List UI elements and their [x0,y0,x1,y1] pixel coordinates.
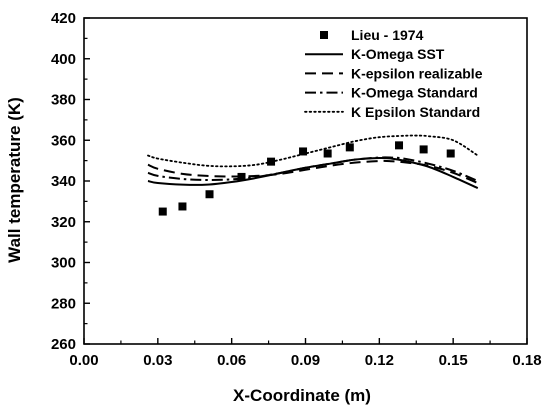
data-point-lieu-1974 [323,149,332,158]
legend-label-k-epsilon-standard: K Epsilon Standard [351,104,480,120]
legend-swatch-lieu-1974 [320,31,328,39]
plot-series-layer [147,134,479,216]
x-tick-label: 0.12 [365,352,394,369]
y-tick-label: 380 [51,92,76,109]
series-line-k-epsilon-standard [147,134,479,168]
series-line-k-omega-sst [147,156,479,190]
legend-label-k-epsilon-realizable: K-epsilon realizable [351,65,483,81]
x-tick-label: 0.00 [69,352,98,369]
data-point-lieu-1974 [178,202,187,211]
axes-layer: 0.00 0.03 0.06 0.09 0.12 0.15 0.18 260 280 300 320… [51,10,542,369]
data-point-lieu-1974 [205,190,214,199]
y-tick-label: 420 [51,10,76,27]
legend: Lieu - 1974 K-Omega SST K-epsilon realizab… [304,27,483,120]
x-tick-label: 0.03 [143,352,172,369]
x-tick-label: 0.15 [439,352,468,369]
legend-label-k-omega-sst: K-Omega SST [351,46,445,62]
series-line-k-epsilon-realizable [147,159,479,184]
x-tick-label: 0.09 [291,352,320,369]
legend-label-lieu-1974: Lieu - 1974 [351,27,424,43]
y-tick-label: 280 [51,295,76,312]
x-tick-label: 0.06 [217,352,246,369]
y-axis-title: Wall temperature (K) [5,97,24,263]
data-point-lieu-1974 [299,147,308,156]
data-point-lieu-1974 [419,145,428,154]
x-axis-title: X-Coordinate (m) [233,386,371,405]
y-tick-label: 260 [51,336,76,353]
x-tick-label: 0.18 [512,352,541,369]
y-tick-label: 400 [51,51,76,68]
y-tick-label: 300 [51,255,76,272]
data-point-lieu-1974 [158,207,167,216]
y-tick-label: 340 [51,173,76,190]
series-line-k-omega-standard [147,156,479,182]
y-tick-label: 360 [51,132,76,149]
legend-label-k-omega-standard: K-Omega Standard [351,85,478,101]
data-point-lieu-1974 [395,141,404,150]
data-point-lieu-1974 [446,149,455,158]
y-tick-label: 320 [51,214,76,231]
data-point-lieu-1974 [345,143,354,152]
